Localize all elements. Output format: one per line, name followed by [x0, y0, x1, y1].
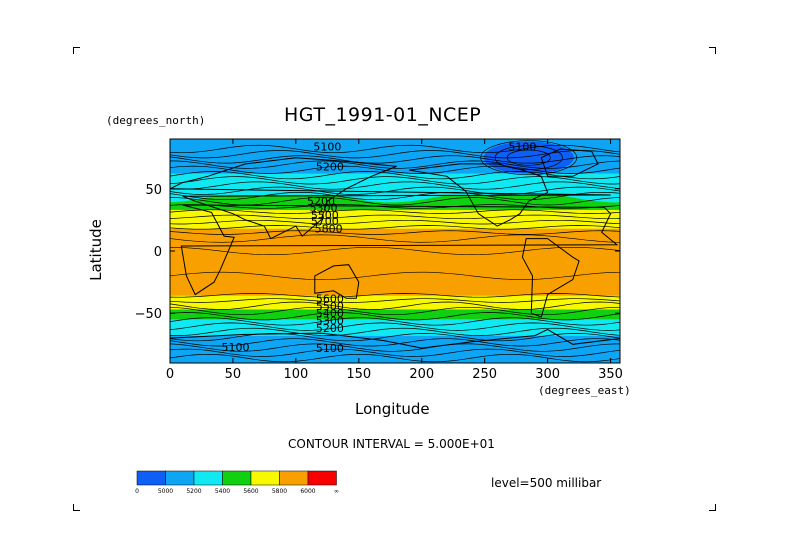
frame-corner-bottom-left	[73, 504, 80, 511]
contour-label-6: 5700	[311, 215, 339, 228]
contour-line-2	[170, 343, 620, 352]
frame-corner-top-left	[73, 47, 80, 54]
colorbar-label-6: 6000	[300, 488, 315, 495]
low-center-contour-2	[506, 149, 551, 166]
contour-label-4: 5300	[310, 201, 338, 214]
x-tick-label-6: 300	[535, 367, 560, 382]
y-units-label: (degrees_north)	[106, 114, 206, 127]
contour-line-25	[170, 225, 620, 230]
contour-line-3	[170, 338, 620, 347]
y-tick-label-0: −50	[135, 307, 162, 322]
contour-line-11	[170, 298, 620, 303]
contour-line-24	[170, 230, 620, 235]
contour-line-12	[170, 293, 620, 298]
x-tick-label-5: 250	[472, 367, 497, 382]
colorbar-swatch-3	[222, 470, 252, 486]
contour-label-1: 5200	[316, 160, 344, 173]
x-units-label: (degrees_east)	[538, 384, 631, 397]
contour-label-14: 5100	[316, 342, 344, 355]
contour-line-10	[170, 301, 620, 310]
contour-line-6	[170, 322, 620, 331]
tropical-contour-1	[170, 247, 620, 256]
colorbar-swatch-5	[279, 470, 309, 486]
contour-line-8	[170, 312, 620, 321]
contour-label-8: 5600	[316, 292, 344, 305]
shaded-band-0	[170, 335, 620, 363]
colorbar-swatch-0	[136, 470, 166, 486]
colorbar-label-5: 5800	[272, 488, 287, 495]
contour-label-0: 5100	[313, 140, 341, 153]
colorbar-swatch-4	[250, 470, 280, 486]
x-axis-title: Longitude	[355, 400, 430, 418]
x-tick-label-1: 50	[225, 367, 242, 382]
contour-line-31	[170, 191, 620, 201]
contour-line-4	[170, 333, 620, 342]
tropical-contour-0	[170, 271, 620, 280]
colorbar-label-4: 5600	[243, 488, 258, 495]
colorbar-label-7: ∞	[334, 488, 339, 495]
contour-line-33	[170, 181, 620, 190]
contour-label-12: 5200	[316, 322, 344, 335]
eurasia-outline	[170, 157, 611, 240]
y-tick-label-2: 50	[145, 183, 162, 198]
colorbar-swatch-2	[193, 470, 223, 486]
colorbar-label-1: 5000	[158, 488, 173, 495]
colorbar-label-2: 5200	[186, 488, 201, 495]
low-center-contour-1	[494, 145, 563, 170]
contour-line-36	[170, 165, 620, 174]
colorbar-swatch-6	[307, 470, 337, 486]
contour-label-5: 5500	[311, 209, 339, 222]
contour-label-2: 5100	[508, 140, 536, 153]
contour-line-7	[170, 317, 620, 326]
contour-line-35	[170, 171, 620, 180]
shaded-band-5	[170, 209, 620, 229]
contour-label-11: 5300	[316, 315, 344, 328]
low-center-contour-0	[480, 140, 578, 176]
contour-line-37	[170, 160, 620, 169]
greenland-outline	[540, 148, 599, 177]
plot-area: 5100520051005200530055005700580056005500…	[170, 139, 620, 363]
contour-line-27	[170, 214, 620, 220]
contour-line-1	[170, 348, 620, 357]
y-tick-label-1: 0	[154, 245, 162, 260]
x-tick-label-3: 150	[346, 367, 371, 382]
contour-label-10: 5400	[316, 307, 344, 320]
shaded-band-1	[170, 319, 620, 336]
contour-line-28	[170, 209, 620, 214]
africa-outline	[180, 204, 619, 296]
colorbar-label-0: 0	[135, 488, 139, 495]
contour-line-40	[170, 144, 620, 154]
australia-outline	[314, 264, 360, 299]
contour-line-29	[170, 204, 620, 209]
x-tick-label-7: 350	[598, 367, 623, 382]
contour-label-9: 5500	[316, 300, 344, 313]
south-america-outline	[521, 238, 580, 318]
shaded-band-3	[170, 295, 620, 310]
antarctica-outline	[170, 328, 620, 349]
x-tick-label-2: 100	[283, 367, 308, 382]
x-tick-label-4: 200	[409, 367, 434, 382]
colorbar-swatch-1	[165, 470, 195, 486]
contour-line-38	[170, 155, 620, 164]
x-tick-label-0: 0	[166, 367, 174, 382]
shaded-cyan-trough	[170, 173, 620, 203]
contour-label-3: 5200	[307, 195, 335, 208]
chart-title: HGT_1991-01_NCEP	[284, 104, 482, 126]
contour-label-7: 5800	[315, 223, 343, 236]
level-label: level=500 millibar	[491, 476, 602, 490]
shaded-band-4	[170, 228, 620, 296]
contour-interval-label: CONTOUR INTERVAL = 5.000E+01	[288, 437, 495, 451]
contour-line-5	[170, 327, 620, 336]
contour-label-13: 5100	[221, 341, 249, 354]
frame-corner-top-right	[709, 47, 716, 54]
tropical-contour-2	[170, 234, 620, 243]
contour-line-34	[170, 176, 620, 185]
frame-corner-bottom-right	[709, 504, 716, 511]
colorbar-label-3: 5400	[215, 488, 230, 495]
contour-line-9	[170, 306, 620, 316]
